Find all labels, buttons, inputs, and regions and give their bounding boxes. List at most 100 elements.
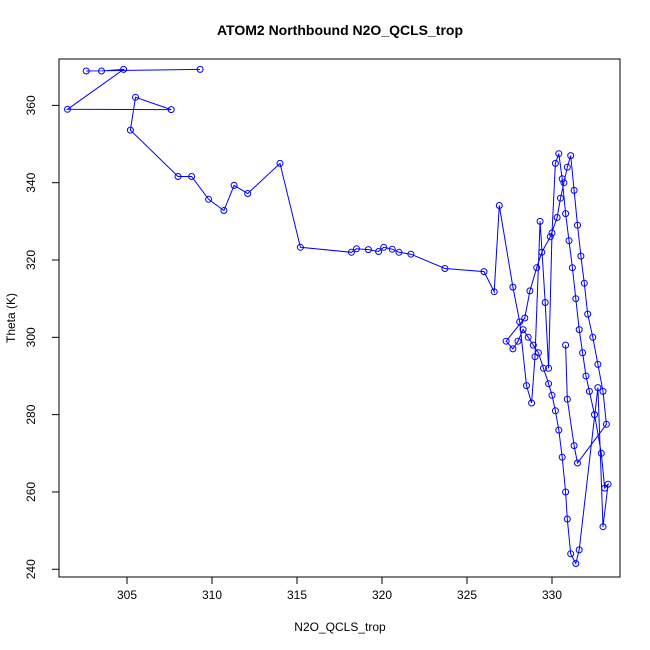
data-point bbox=[584, 310, 592, 318]
data-point bbox=[531, 353, 539, 361]
data-point bbox=[579, 349, 587, 357]
data-point bbox=[174, 173, 182, 180]
data-point bbox=[594, 384, 602, 392]
data-point bbox=[555, 150, 563, 158]
data-point bbox=[555, 426, 563, 434]
data-point bbox=[589, 333, 597, 341]
data-point bbox=[572, 560, 580, 567]
data-point bbox=[490, 288, 498, 296]
data-point bbox=[230, 181, 238, 189]
x-tick-label: 305 bbox=[117, 588, 137, 602]
data-point bbox=[553, 214, 561, 221]
data-point bbox=[562, 488, 570, 496]
data-point bbox=[599, 387, 607, 395]
series-line bbox=[65, 68, 609, 565]
data-point bbox=[296, 243, 304, 251]
data-point bbox=[563, 163, 571, 171]
data-point bbox=[567, 550, 575, 558]
data-point bbox=[395, 248, 403, 256]
data-point bbox=[601, 484, 609, 492]
data-point bbox=[585, 387, 593, 395]
data-point bbox=[407, 250, 415, 258]
series-layer bbox=[64, 65, 612, 567]
data-point bbox=[502, 337, 510, 345]
data-point bbox=[562, 210, 570, 218]
data-point bbox=[541, 299, 549, 306]
data-point bbox=[575, 546, 583, 554]
data-point bbox=[557, 194, 564, 202]
data-point bbox=[441, 265, 449, 272]
y-tick-label: 240 bbox=[24, 559, 38, 579]
data-point bbox=[244, 190, 252, 197]
data-point bbox=[521, 314, 529, 322]
data-point bbox=[196, 65, 204, 73]
data-point bbox=[534, 349, 542, 357]
data-point bbox=[597, 449, 605, 457]
data-point bbox=[560, 179, 568, 187]
data-point bbox=[548, 391, 556, 399]
data-point bbox=[480, 268, 488, 276]
chart-title: ATOM2 Northbound N2O_QCLS_trop bbox=[217, 22, 463, 38]
data-point bbox=[575, 326, 583, 334]
data-point bbox=[574, 459, 581, 467]
data-point bbox=[594, 360, 602, 368]
data-point bbox=[523, 382, 530, 390]
data-point bbox=[167, 106, 175, 114]
x-tick-label: 330 bbox=[542, 588, 562, 602]
data-point bbox=[120, 65, 128, 73]
data-point bbox=[509, 283, 517, 291]
data-point bbox=[509, 345, 517, 353]
data-point bbox=[545, 364, 553, 372]
data-point bbox=[545, 380, 553, 388]
data-point bbox=[568, 264, 576, 272]
data-point bbox=[604, 480, 612, 488]
data-point bbox=[591, 411, 598, 419]
data-point bbox=[188, 173, 196, 180]
data-point bbox=[126, 126, 134, 134]
y-tick-label: 260 bbox=[24, 482, 38, 502]
data-point bbox=[548, 229, 556, 237]
x-axis-label: N2O_QCLS_trop bbox=[294, 620, 386, 634]
data-point bbox=[524, 333, 532, 341]
data-point bbox=[495, 202, 503, 209]
x-tick-label: 325 bbox=[457, 588, 477, 602]
data-point bbox=[353, 245, 360, 253]
data-point bbox=[582, 372, 590, 380]
data-point bbox=[536, 217, 544, 225]
x-tick-label: 320 bbox=[372, 588, 392, 602]
data-point bbox=[599, 523, 607, 531]
x-tick-label: 310 bbox=[202, 588, 222, 602]
data-point bbox=[574, 221, 581, 229]
plot-frame bbox=[58, 58, 621, 578]
data-point bbox=[526, 287, 534, 295]
data-point bbox=[514, 337, 522, 345]
data-point bbox=[528, 399, 536, 407]
data-point bbox=[580, 279, 588, 287]
data-point bbox=[546, 233, 554, 241]
data-point bbox=[577, 252, 585, 260]
data-point bbox=[380, 243, 388, 251]
data-point bbox=[516, 318, 524, 326]
y-tick-label: 300 bbox=[24, 327, 38, 347]
data-point bbox=[551, 159, 559, 167]
data-point bbox=[563, 395, 571, 403]
data-point bbox=[276, 159, 284, 167]
data-point bbox=[570, 442, 578, 450]
data-point bbox=[538, 248, 546, 256]
y-axis-label: Theta (K) bbox=[4, 293, 18, 343]
data-point bbox=[205, 195, 213, 203]
y-tick-label: 360 bbox=[24, 95, 38, 115]
data-point bbox=[551, 407, 559, 415]
data-point bbox=[220, 207, 228, 214]
data-point bbox=[132, 93, 139, 101]
data-point bbox=[98, 67, 105, 75]
data-point bbox=[558, 453, 566, 461]
data-point bbox=[519, 326, 527, 334]
data-point bbox=[82, 67, 90, 75]
data-point bbox=[567, 152, 575, 160]
data-point bbox=[563, 515, 571, 523]
data-point bbox=[572, 295, 580, 303]
data-point bbox=[375, 248, 383, 255]
data-point bbox=[529, 341, 537, 349]
